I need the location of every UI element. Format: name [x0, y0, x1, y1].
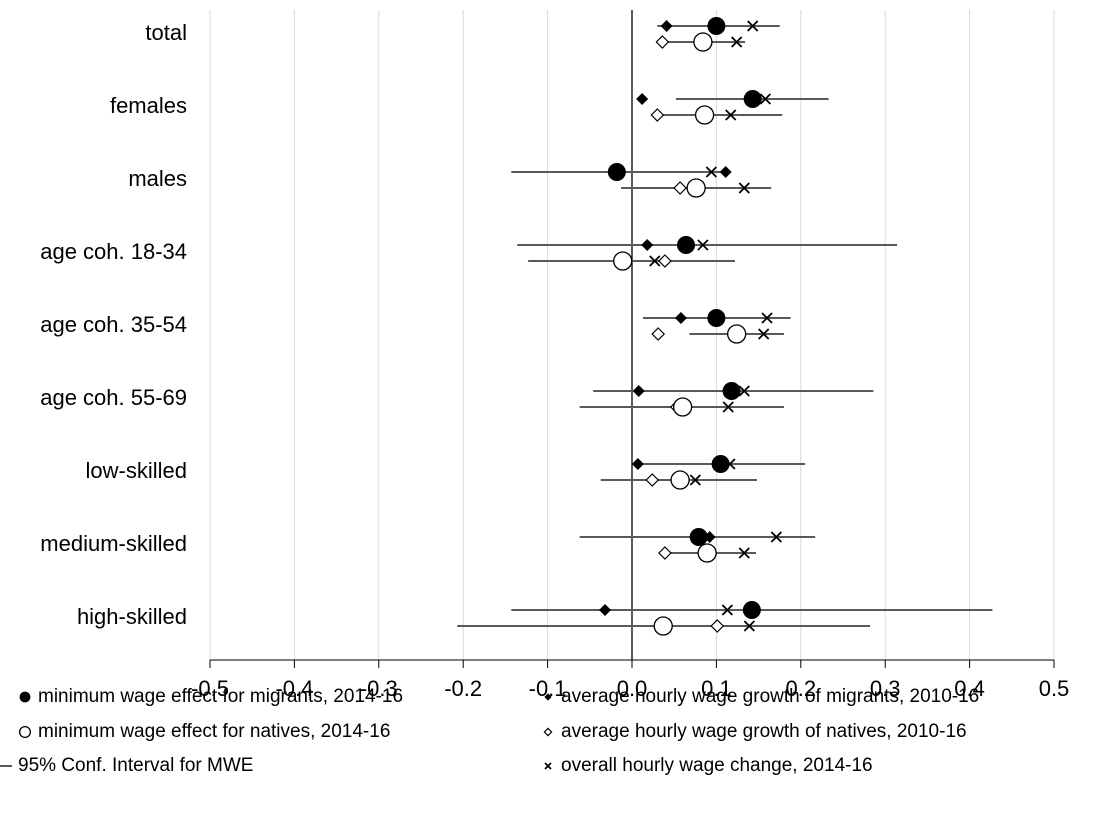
point [725, 109, 737, 121]
legend-label: overall hourly wage change, 2014-16 [561, 755, 873, 776]
legend-label: average hourly wage growth of migrants, … [561, 686, 979, 707]
x-tick-label: -0.5 [191, 676, 229, 701]
category-label: total [145, 20, 187, 45]
legend-label: 95% Conf. Interval for MWE [18, 755, 253, 776]
x-tick-label: -0.4 [275, 676, 313, 701]
point [759, 93, 771, 105]
point [697, 543, 717, 563]
category-label: age coh. 18-34 [40, 239, 187, 264]
x-tick-label: 0.3 [870, 676, 901, 701]
point [693, 32, 713, 52]
point [607, 163, 626, 181]
point [738, 385, 750, 397]
point [761, 312, 773, 324]
point [658, 254, 672, 268]
point [613, 251, 633, 271]
x-tick-label: 0.0 [617, 676, 648, 701]
point [636, 93, 649, 105]
category-label: females [110, 93, 187, 118]
point [598, 604, 611, 616]
x-tick-label: 0.2 [786, 676, 817, 701]
point [632, 385, 645, 397]
x-tick-label: 0.1 [701, 676, 732, 701]
point [641, 239, 654, 251]
point [544, 762, 552, 770]
point [672, 397, 693, 417]
category-label: high-skilled [77, 604, 187, 629]
point [731, 36, 743, 48]
point [743, 90, 762, 108]
point [544, 693, 552, 701]
point [649, 255, 661, 267]
point [694, 105, 715, 125]
point [631, 458, 644, 470]
point [747, 20, 759, 32]
category-label: males [128, 166, 187, 191]
point [705, 166, 717, 178]
category-label: age coh. 35-54 [40, 312, 187, 337]
point [727, 324, 747, 344]
point [651, 327, 666, 341]
point [770, 531, 782, 543]
point [19, 691, 31, 703]
point [543, 727, 553, 737]
point [653, 616, 673, 636]
point [689, 528, 708, 546]
point [710, 619, 725, 633]
x-tick-label: 0.5 [1039, 676, 1070, 701]
category-label: low-skilled [86, 458, 187, 483]
x-tick-label: 0.4 [954, 676, 985, 701]
point [689, 474, 701, 486]
point [721, 604, 734, 616]
x-tick-label: -0.3 [360, 676, 398, 701]
point [722, 382, 741, 400]
point [758, 328, 770, 340]
point [645, 473, 660, 487]
point [697, 239, 709, 251]
x-tick-label: -0.2 [444, 676, 482, 701]
point [658, 546, 672, 560]
point [670, 470, 690, 490]
point [18, 725, 32, 739]
point [742, 601, 761, 619]
point [738, 547, 750, 559]
point [686, 178, 706, 198]
point [707, 309, 726, 327]
point [660, 20, 673, 32]
point [719, 166, 732, 178]
legend-label: average hourly wage growth of natives, 2… [561, 721, 967, 742]
category-label: age coh. 55-69 [40, 385, 187, 410]
point [650, 108, 665, 122]
point [738, 182, 750, 194]
point [711, 455, 730, 473]
legend-label: minimum wage effect for natives, 2014-16 [38, 721, 390, 742]
point [673, 181, 687, 195]
category-label: medium-skilled [40, 531, 187, 556]
point [743, 620, 755, 632]
point [677, 236, 696, 254]
point [722, 401, 734, 413]
point [674, 312, 687, 324]
point [655, 35, 670, 49]
legend-label: minimum wage effect for migrants, 2014-1… [38, 686, 403, 707]
point [707, 17, 726, 35]
